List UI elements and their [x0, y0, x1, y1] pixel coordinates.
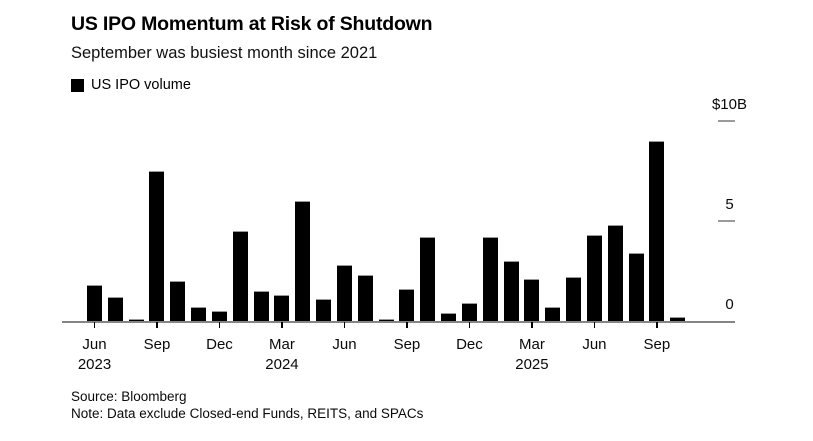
legend-label: US IPO volume	[91, 77, 191, 93]
bar	[545, 307, 561, 321]
bar	[191, 307, 207, 321]
x-tick-label: Sep	[143, 336, 171, 353]
chart-subtitle: September was busiest month since 2021	[71, 44, 378, 62]
bar	[399, 289, 415, 321]
bar	[482, 237, 498, 321]
bar	[87, 285, 102, 321]
bar	[232, 231, 248, 321]
x-axis-tick	[93, 322, 96, 328]
bar	[628, 253, 644, 321]
legend-swatch-icon	[71, 78, 84, 92]
bar	[586, 235, 602, 321]
x-tick-label: Mar	[519, 336, 545, 353]
x-axis-tick	[281, 322, 283, 328]
bar	[274, 295, 290, 321]
y-tick-label: 0	[725, 296, 734, 313]
bar	[441, 313, 457, 321]
x-axis-tick	[656, 322, 658, 328]
bar	[170, 281, 186, 321]
x-tick-year-label: 2024	[265, 356, 299, 373]
x-tick-label: Dec	[456, 336, 483, 353]
legend: US IPO volume	[71, 77, 191, 93]
x-axis-tick	[343, 322, 346, 328]
x-tick-label: Jun	[82, 336, 107, 353]
x-tick-label: Mar	[269, 336, 295, 353]
x-tick-year-label: 2023	[77, 356, 112, 373]
bar	[607, 225, 623, 321]
x-axis-tick	[468, 322, 471, 328]
bar	[107, 297, 123, 321]
bar	[420, 237, 436, 321]
bar	[378, 319, 394, 321]
x-axis-tick	[531, 322, 533, 328]
bar	[503, 261, 519, 321]
x-tick-label: Jun	[582, 336, 607, 353]
x-axis-line	[62, 321, 735, 323]
bar	[295, 201, 311, 321]
y-tick-dash	[718, 220, 735, 222]
x-tick-label: Dec	[206, 336, 233, 353]
y-tick-label: $10B	[711, 96, 748, 113]
x-axis-tick	[218, 322, 221, 328]
bar	[461, 303, 477, 321]
bar	[211, 311, 227, 321]
bar	[149, 171, 165, 321]
bar	[128, 319, 144, 321]
x-axis-tick	[593, 322, 596, 328]
source-note: Source: Bloomberg	[71, 389, 187, 404]
x-axis-tick	[406, 322, 408, 328]
bar	[524, 279, 540, 321]
data-note: Note: Data exclude Closed-end Funds, REI…	[71, 406, 424, 421]
bar	[357, 275, 373, 321]
bar	[336, 265, 352, 321]
bar	[316, 299, 332, 321]
x-tick-label: Sep	[393, 336, 421, 353]
x-tick-label: Jun	[332, 336, 357, 353]
footer-notes: Source: Bloomberg Note: Data exclude Clo…	[71, 388, 423, 422]
bar	[253, 291, 269, 321]
x-tick-label: Sep	[643, 336, 671, 353]
bar	[566, 277, 582, 321]
bar	[649, 141, 665, 321]
chart-title: US IPO Momentum at Risk of Shutdown	[71, 13, 433, 35]
y-tick-dash	[718, 120, 735, 122]
y-tick-label: 5	[725, 196, 734, 213]
bar	[670, 317, 686, 321]
x-tick-year-label: 2025	[515, 356, 549, 373]
x-axis-tick	[156, 322, 158, 328]
